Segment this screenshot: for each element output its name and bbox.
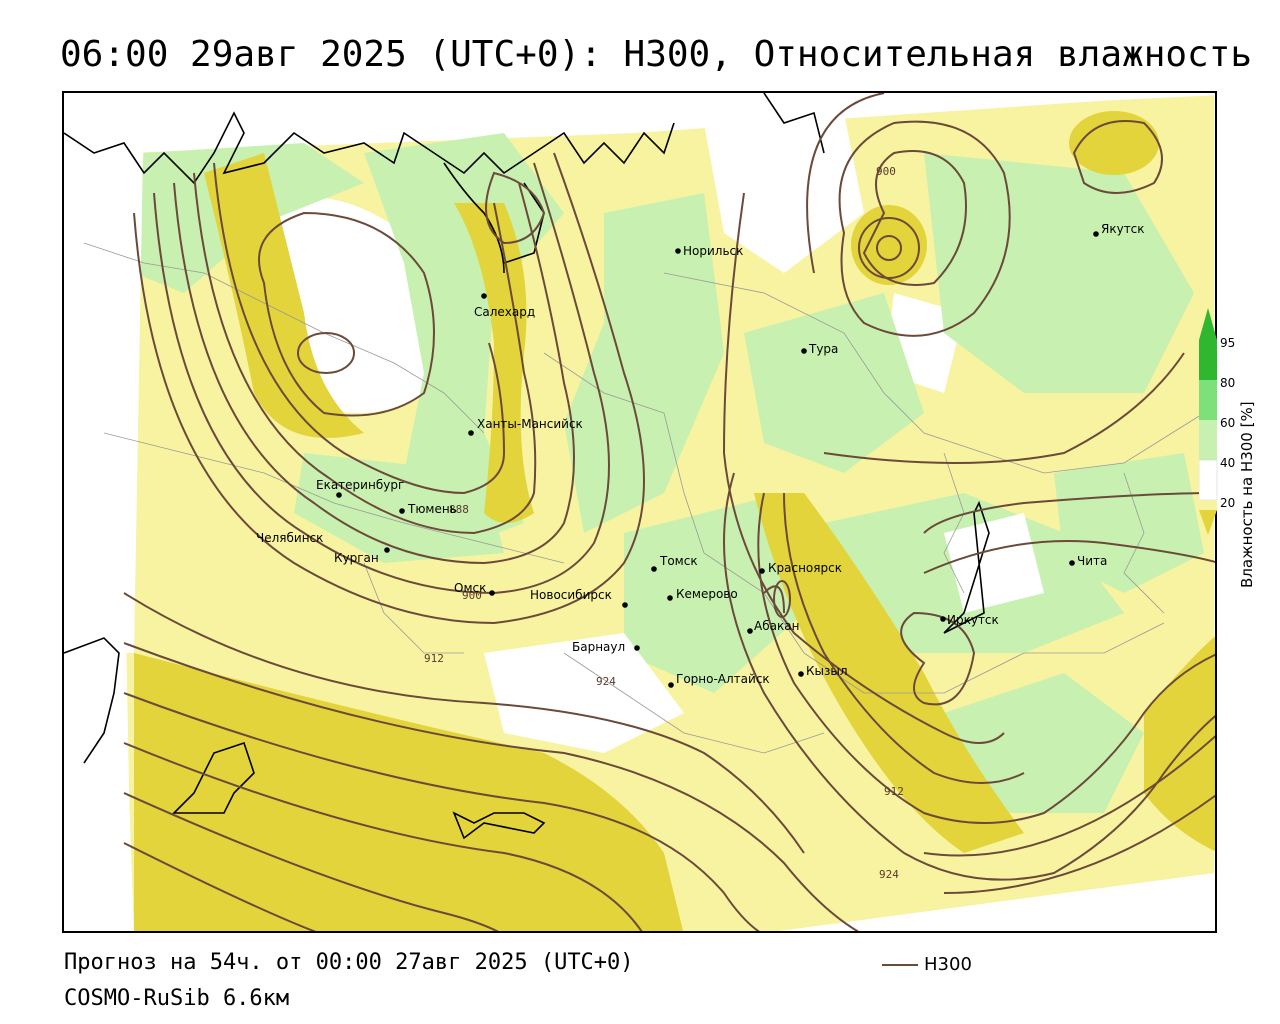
- city-marker: [940, 616, 946, 622]
- city-marker: [675, 248, 681, 254]
- colorbar-tick: 60: [1220, 416, 1236, 430]
- contour-label: 924: [596, 675, 616, 688]
- city-marker: [651, 566, 657, 572]
- contour-legend-line: [882, 963, 918, 966]
- contour-label: 900: [462, 589, 482, 602]
- map-panel: 900 888 900 912 924 912 924 Норильск Сал…: [62, 91, 1217, 933]
- model-name: COSMO-RuSib 6.6км: [64, 986, 290, 1011]
- city-label-salekhard: Салехард: [474, 305, 535, 319]
- city-marker: [399, 508, 405, 514]
- city-label-gorno-altaysk: Горно-Алтайск: [676, 672, 770, 686]
- contour-legend-label: H300: [924, 954, 972, 975]
- city-label-yakutsk: Якутск: [1101, 222, 1145, 236]
- city-marker: [759, 568, 765, 574]
- humidity-colorbar: 95 80 60 40 20: [1199, 300, 1269, 600]
- colorbar-title: Влажность на H300 [%]: [1238, 401, 1256, 588]
- city-marker: [667, 595, 673, 601]
- city-marker: [1069, 560, 1075, 566]
- city-label-krasnoyarsk: Красноярск: [768, 561, 842, 575]
- city-label-irkutsk: Иркутск: [947, 613, 999, 627]
- colorbar-tick: 20: [1220, 496, 1236, 510]
- city-marker: [668, 682, 674, 688]
- city-label-khanty-mansiysk: Ханты-Мансийск: [477, 417, 583, 431]
- city-label-kurgan: Курган: [334, 551, 379, 565]
- contour-legend: H300: [882, 954, 972, 975]
- city-label-norilsk: Норильск: [683, 244, 743, 258]
- city-label-barnaul: Барнаул: [572, 640, 625, 654]
- h300-contours: [123, 93, 1215, 931]
- contour-label: 900: [876, 165, 896, 178]
- city-marker: [747, 628, 753, 634]
- contour-label: 924: [879, 868, 899, 881]
- city-marker: [489, 590, 495, 596]
- city-marker: [1093, 231, 1099, 237]
- city-label-tomsk: Томск: [659, 554, 698, 568]
- colorbar-tick: 40: [1220, 456, 1236, 470]
- city-marker: [481, 293, 487, 299]
- city-label-abakan: Абакан: [754, 619, 799, 633]
- city-marker: [468, 430, 474, 436]
- city-label-tura: Тура: [808, 342, 838, 356]
- colorbar-bottom: [1199, 500, 1217, 535]
- city-label-chelyabinsk: Челябинск: [256, 531, 323, 545]
- colorbar-tick: 95: [1220, 336, 1236, 350]
- city-marker: [801, 348, 807, 354]
- city-marker: [336, 492, 342, 498]
- map-canvas: 900 888 900 912 924 912 924 Норильск Сал…: [64, 93, 1215, 931]
- city-marker: [384, 547, 390, 553]
- city-markers: Норильск Салехард Якутск Тура Ханты-Манс…: [256, 222, 1145, 688]
- city-label-kyzyl: Кызыл: [806, 664, 848, 678]
- coastlines: [64, 93, 990, 840]
- forecast-info: Прогноз на 54ч. от 00:00 27авг 2025 (UTC…: [64, 950, 634, 975]
- city-label-kemerovo: Кемерово: [676, 587, 738, 601]
- city-label-omsk: Омск: [454, 581, 486, 595]
- contour-label: 888: [449, 503, 469, 516]
- contour-label: 912: [884, 785, 904, 798]
- city-marker: [798, 671, 804, 677]
- city-label-chita: Чита: [1077, 554, 1107, 568]
- colorbar-tick: 80: [1220, 376, 1236, 390]
- contour-label-group: 900 888 900 912 924 912 924: [424, 165, 904, 881]
- colorbar-swatches: [1199, 308, 1218, 501]
- admin-borders: [83, 242, 1205, 754]
- city-label-tyumen: Тюмень: [407, 502, 457, 516]
- contour-label: 912: [424, 652, 444, 665]
- city-label-novosibirsk: Новосибирск: [530, 588, 612, 602]
- city-label-yekaterinburg: Екатеринбург: [316, 478, 404, 492]
- city-marker: [634, 645, 640, 651]
- city-marker: [622, 602, 628, 608]
- map-title: 06:00 29авг 2025 (UTC+0): H300, Относите…: [60, 34, 1253, 75]
